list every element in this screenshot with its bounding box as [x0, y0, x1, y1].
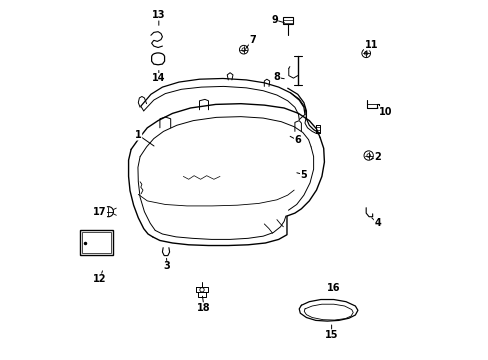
Text: 1: 1	[135, 130, 142, 140]
Bar	[80, 230, 113, 255]
Text: 8: 8	[273, 72, 280, 82]
Text: 10: 10	[378, 107, 391, 117]
Text: 7: 7	[248, 35, 255, 45]
Text: 18: 18	[197, 303, 210, 313]
Text: 6: 6	[294, 135, 301, 145]
Text: 14: 14	[152, 73, 165, 84]
Text: 9: 9	[270, 15, 277, 25]
Text: 13: 13	[152, 10, 165, 20]
Bar	[283, 17, 293, 24]
Text: 2: 2	[373, 152, 380, 162]
Text: 5: 5	[300, 170, 306, 180]
Text: 17: 17	[93, 207, 106, 217]
Text: 16: 16	[326, 283, 340, 293]
Text: 12: 12	[93, 274, 106, 284]
Bar	[81, 232, 110, 253]
Text: 15: 15	[324, 330, 338, 340]
Text: 11: 11	[364, 40, 377, 50]
Text: 4: 4	[373, 218, 380, 228]
Text: 3: 3	[163, 261, 170, 271]
